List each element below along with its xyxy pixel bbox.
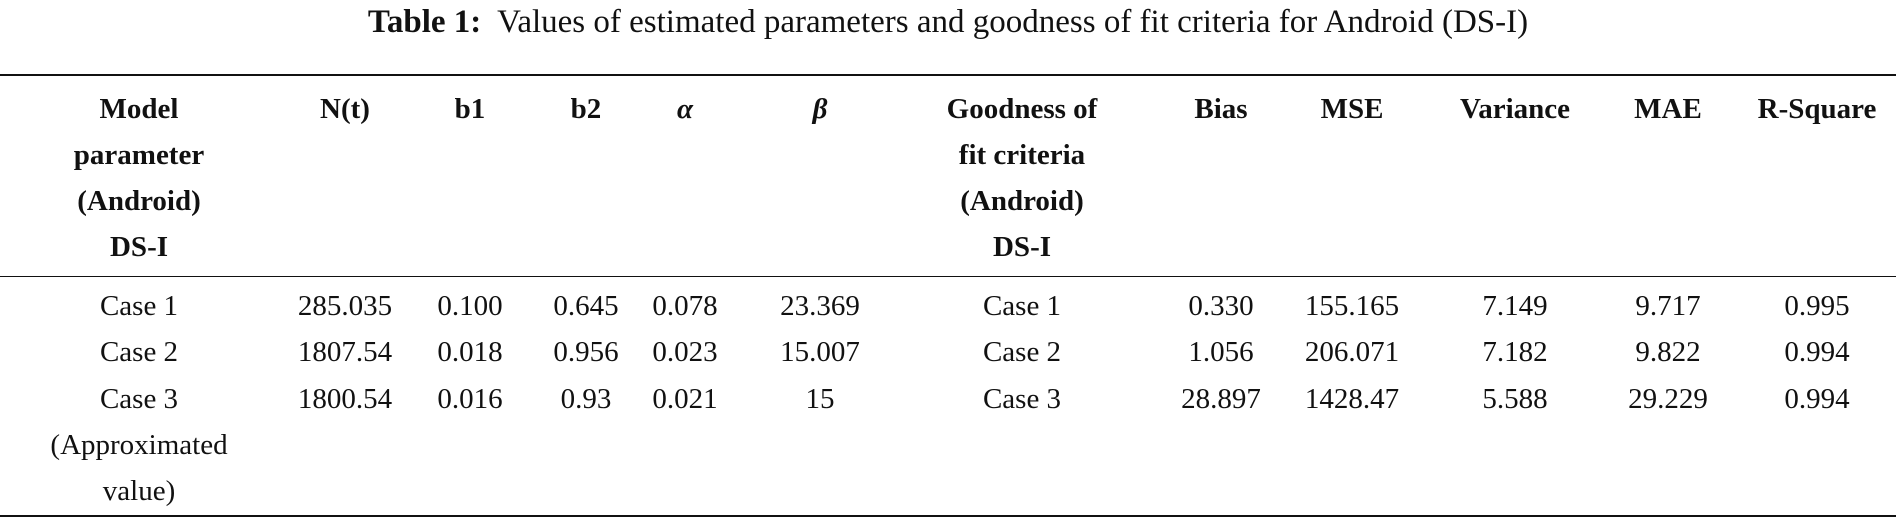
header-cell: (Android) [77,185,201,217]
table-caption: Table 1: Values of estimated parameters … [0,2,1896,42]
mid-rule [0,276,1896,277]
table-cell: Case 2 [982,336,1062,368]
header-cell: Goodness of [946,93,1098,125]
table-cell: 9.717 [1635,290,1701,322]
header-cell: fit criteria [958,139,1086,171]
table-cell: Case 3 [982,383,1062,415]
table-cell: Case 3 (Approximated value) [50,383,228,507]
header-cell: (Android) [960,185,1084,217]
table-cell: 155.165 [1304,290,1400,322]
table-cell: 23.369 [780,290,860,322]
caption-text: Values of estimated parameters and goodn… [497,4,1529,40]
header-cell: MAE [1634,93,1702,125]
header-cell: Bias [1194,93,1248,125]
table-cell: 0.023 [652,336,718,368]
table-cell: 0.021 [652,383,718,415]
header-cell: β [812,93,828,125]
bottom-rule [0,515,1896,517]
top-rule [0,74,1896,76]
table-cell: 1800.54 [297,383,393,415]
header-cell: Model [99,93,179,125]
table-cell: 0.645 [553,290,619,322]
header-cell: DS-I [992,231,1052,263]
table-cell: 0.330 [1188,290,1254,322]
table-cell: 29.229 [1628,383,1708,415]
table-cell: 0.956 [553,336,619,368]
table-cell: 0.016 [437,383,503,415]
table-cell: 7.182 [1482,336,1548,368]
table-cell: 1.056 [1188,336,1254,368]
table-cell: 0.078 [652,290,718,322]
table-cell: 0.100 [437,290,503,322]
caption-label: Table 1: [367,4,482,40]
table-cell: 0.93 [560,383,612,415]
table-cell: Case 2 [99,336,179,368]
table-cell: 28.897 [1181,383,1261,415]
table-cell: 15.007 [780,336,860,368]
header-cell: MSE [1320,93,1384,125]
header-cell: parameter [73,139,205,171]
header-cell: Variance [1459,93,1571,125]
table-cell: 0.995 [1784,290,1850,322]
table-cell: 285.035 [297,290,393,322]
table-cell: 0.018 [437,336,503,368]
table-cell: 1807.54 [297,336,393,368]
table-cell: 7.149 [1482,290,1548,322]
header-cell: b1 [454,93,486,125]
header-cell: DS-I [109,231,169,263]
header-cell: N(t) [320,93,370,125]
table-cell: Case 1 [982,290,1062,322]
table-cell: 1428.47 [1304,383,1400,415]
table-cell: Case 1 [99,290,179,322]
header-cell: b2 [570,93,602,125]
table-cell: 5.588 [1482,383,1548,415]
table-cell: 9.822 [1635,336,1701,368]
table-cell: 0.994 [1784,383,1850,415]
table-cell: 206.071 [1304,336,1400,368]
table-cell: 15 [805,383,835,415]
header-cell: α [676,93,694,125]
table-cell: 0.994 [1784,336,1850,368]
header-cell: R-Square [1757,93,1877,125]
